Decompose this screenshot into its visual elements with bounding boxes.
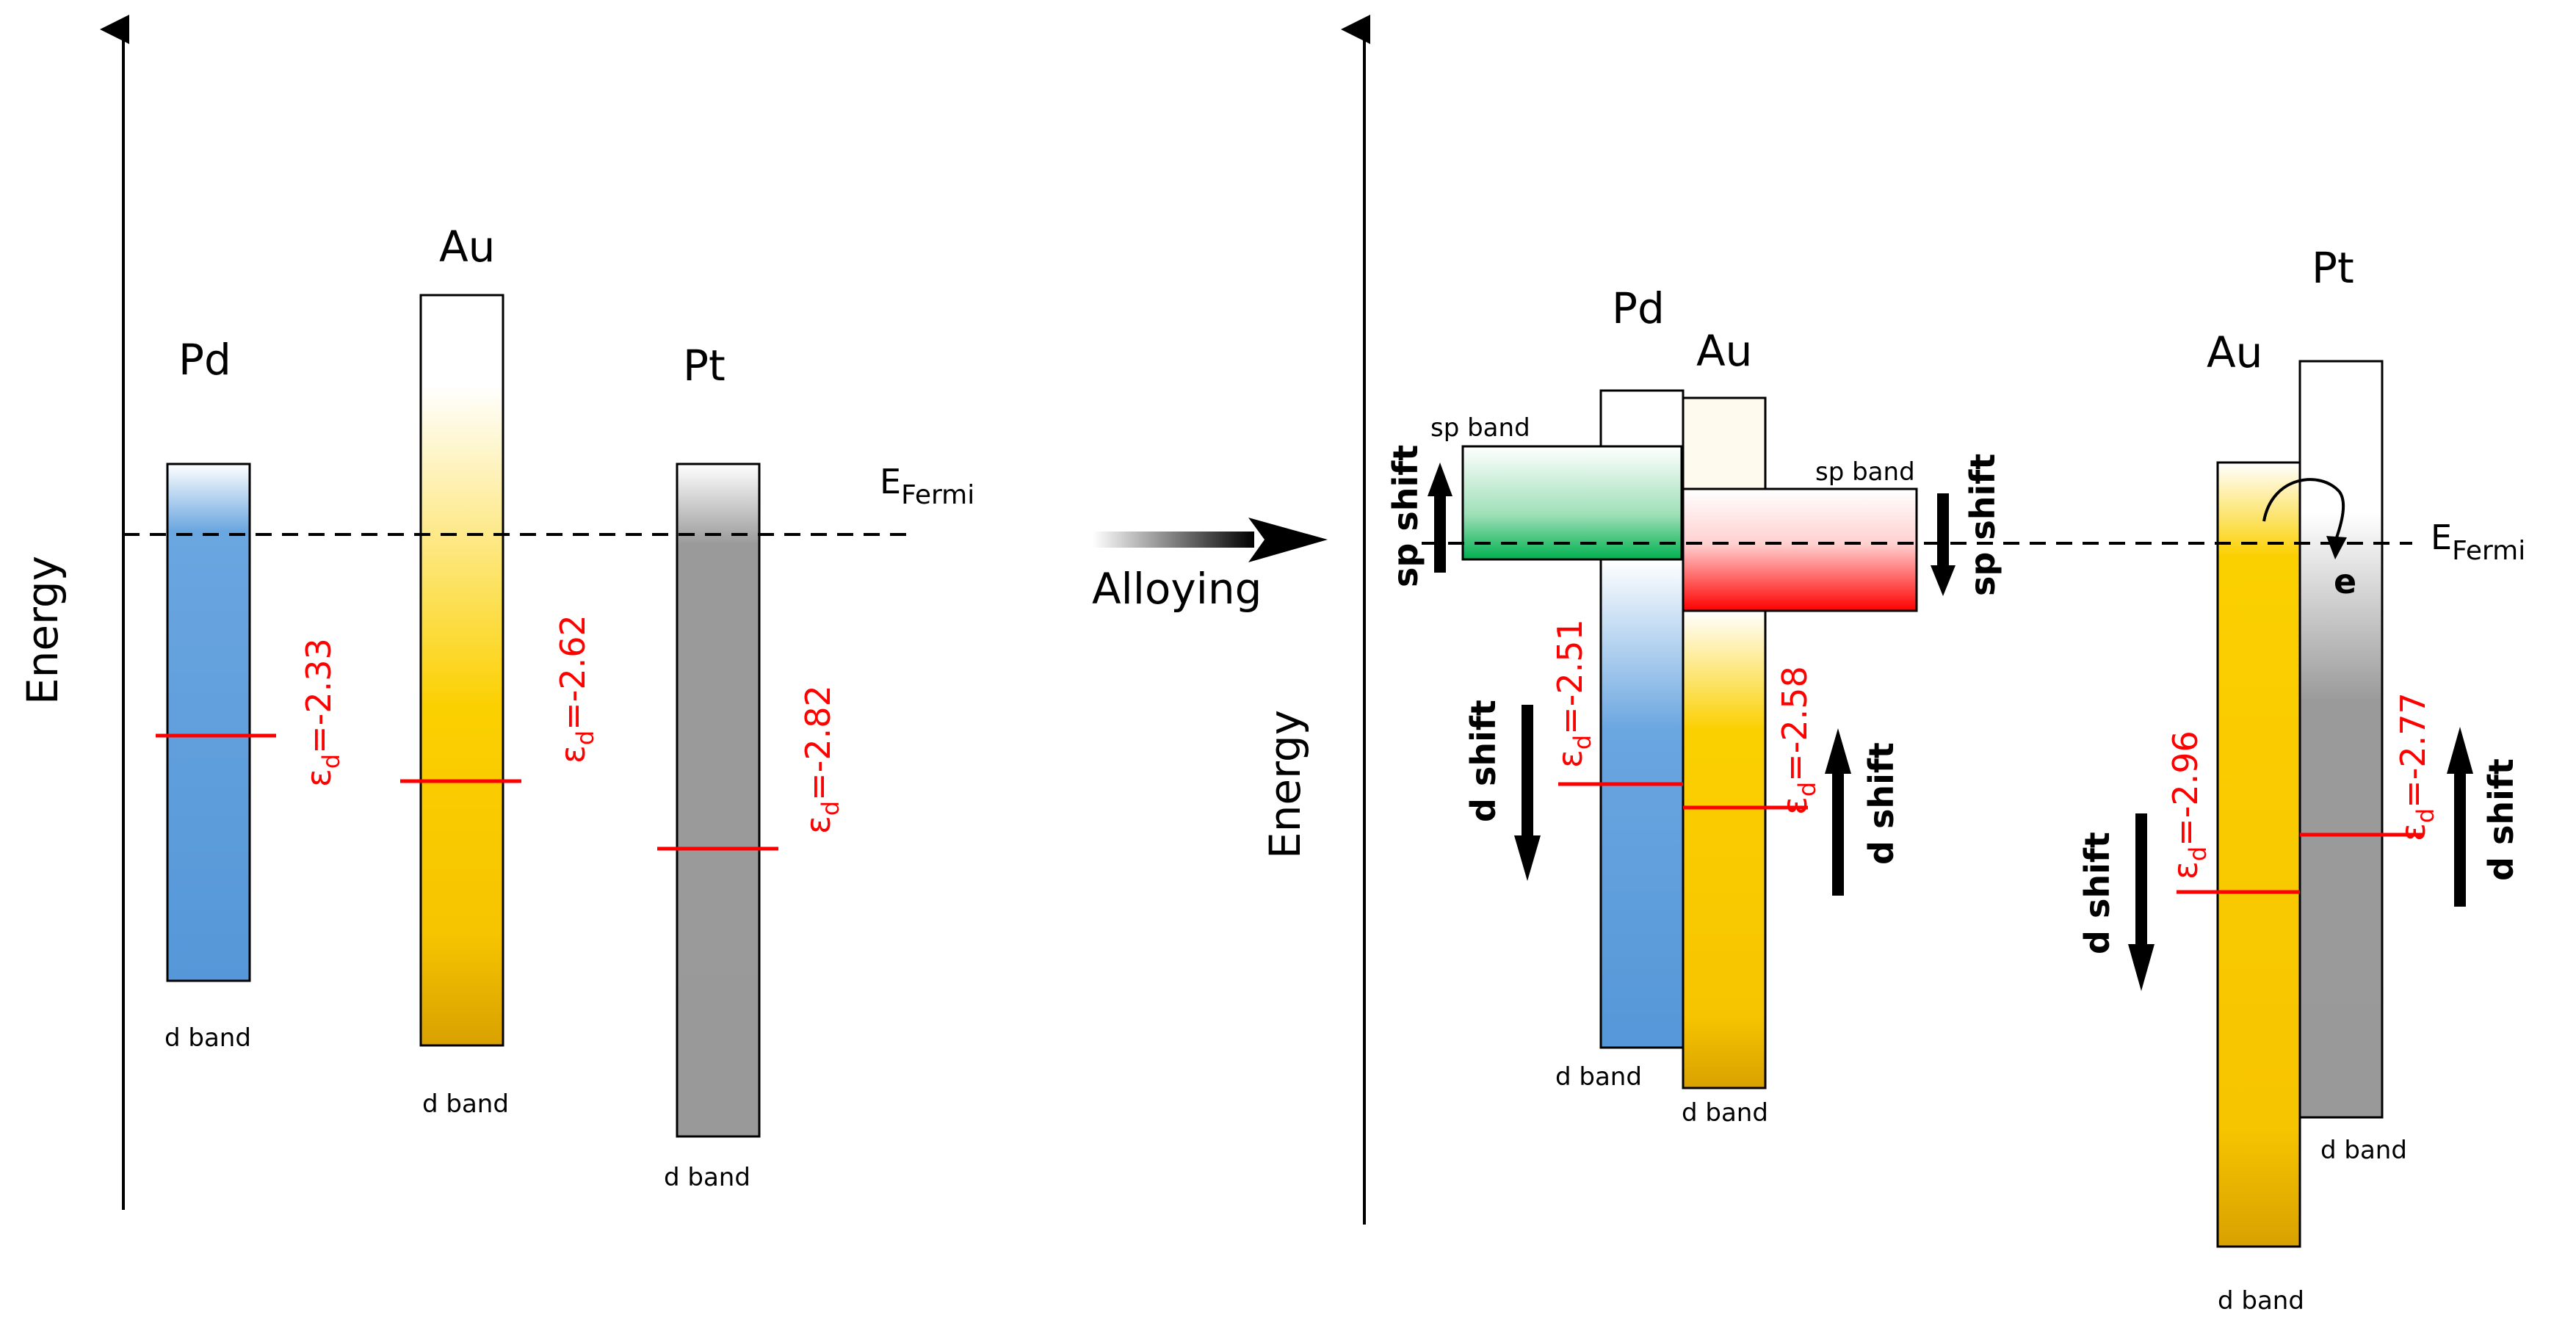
ptau-pt-d-shift-arrow-head bbox=[2447, 727, 2473, 774]
pdau-pd-sp-label: sp band bbox=[1430, 413, 1530, 443]
pdau-au-band-label: d band bbox=[1682, 1098, 1768, 1128]
ptau-au-d-shift-arrow-head bbox=[2128, 944, 2154, 991]
pdau-au-element-label: Au bbox=[1696, 326, 1752, 376]
ptau-au-d-shift-label: d shift bbox=[2077, 832, 2117, 954]
pdau-pd-sp-top bbox=[1599, 389, 1685, 448]
pdau-au-sp-label: sp band bbox=[1815, 457, 1915, 487]
right-fermi-label: EFermi bbox=[2431, 518, 2525, 566]
pdau-au-d-band bbox=[1682, 609, 1767, 1089]
alloying-label: Alloying bbox=[1092, 564, 1262, 614]
au-element-label: Au bbox=[439, 222, 495, 272]
pdau-au-sp-shift-arrow-shaft bbox=[1937, 493, 1949, 567]
pdau-au-d-center-value: εd=-2.58 bbox=[1775, 666, 1821, 815]
pdau-pd-d-shift-label: d shift bbox=[1464, 700, 1503, 822]
ptau-pt-d-shift-arrow-shaft bbox=[2454, 771, 2466, 907]
left-energy-label: Energy bbox=[18, 556, 68, 705]
pdau-pd-d-center-value: εd=-2.51 bbox=[1550, 619, 1596, 768]
pt-d-band bbox=[676, 463, 761, 1138]
pdau-pd-d-shift-arrow-head bbox=[1514, 835, 1541, 881]
ptau-au-band bbox=[2216, 461, 2301, 1248]
ptau-pt-band bbox=[2298, 360, 2384, 1119]
pdau-pd-sp-shift-arrow-shaft bbox=[1434, 492, 1446, 573]
pdau-pd-d-shift-arrow-shaft bbox=[1522, 705, 1533, 837]
ptau-au-d-shift-arrow-shaft bbox=[2135, 813, 2147, 946]
pdau-au-sp-shift-label: sp shift bbox=[1963, 454, 2002, 596]
alloying-arrow-head bbox=[1248, 518, 1328, 562]
pt-d-center-value: εd=-2.82 bbox=[798, 685, 844, 834]
ptau-pt-element-label: Pt bbox=[2312, 243, 2354, 293]
au-d-band bbox=[419, 294, 504, 1047]
electron-label: e bbox=[2334, 562, 2356, 601]
pdau-pd-sp-shift-arrow-head bbox=[1428, 463, 1452, 496]
ptau-au-d-center-value: εd=-2.96 bbox=[2166, 730, 2212, 880]
ptau-pt-band-label: d band bbox=[2320, 1136, 2407, 1165]
pdau-au-sp-top bbox=[1682, 396, 1767, 490]
electron-transfer-arrow bbox=[2262, 478, 2345, 543]
ptau-au-element-label: Au bbox=[2207, 327, 2262, 377]
pdau-pd-sp-shift-label: sp shift bbox=[1386, 445, 1425, 587]
pdau-pd-band-label: d band bbox=[1555, 1062, 1642, 1092]
pdau-au-sp-band bbox=[1682, 487, 1918, 612]
pt-band-label: d band bbox=[664, 1163, 750, 1192]
ptau-au-band-label: d band bbox=[2218, 1286, 2304, 1316]
pd-d-band bbox=[166, 463, 251, 982]
pdau-au-sp-shift-arrow-head bbox=[1931, 565, 1955, 596]
ptau-pt-d-shift-label: d shift bbox=[2481, 758, 2521, 881]
pdau-au-d-shift-arrow-head bbox=[1825, 728, 1851, 774]
pdau-pd-element-label: Pd bbox=[1612, 283, 1665, 333]
au-band-label: d band bbox=[422, 1089, 509, 1119]
alloying-arrow-shaft bbox=[1093, 532, 1254, 548]
ptau-pt-d-center-value: εd=-2.77 bbox=[2393, 692, 2439, 841]
pt-element-label: Pt bbox=[683, 341, 726, 391]
pd-band-label: d band bbox=[164, 1023, 251, 1053]
pd-d-center-value: εd=-2.33 bbox=[299, 638, 345, 787]
pd-element-label: Pd bbox=[178, 335, 231, 385]
pdau-pd-sp-band bbox=[1461, 445, 1683, 561]
au-d-center-value: εd=-2.62 bbox=[553, 614, 599, 764]
left-fermi-label: EFermi bbox=[880, 462, 974, 510]
pdau-au-d-shift-label: d shift bbox=[1862, 742, 1901, 865]
right-energy-label: Energy bbox=[1260, 710, 1310, 859]
pdau-pd-d-band bbox=[1599, 558, 1685, 1049]
pdau-au-d-shift-arrow-shaft bbox=[1832, 771, 1844, 896]
